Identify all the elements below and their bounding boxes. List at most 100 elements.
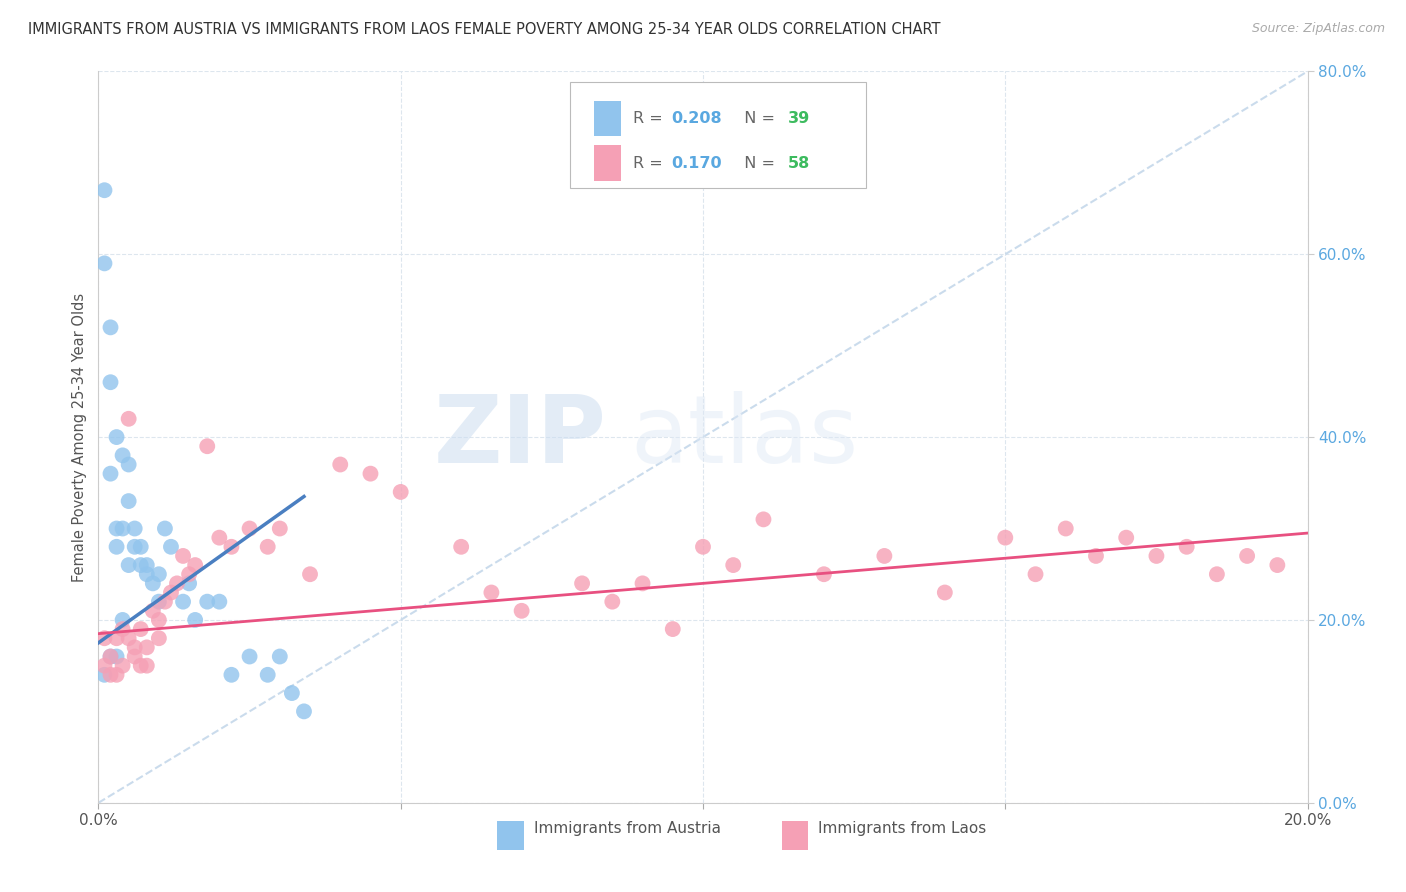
- Point: [723, 558, 745, 573]
- Point: [124, 640, 146, 655]
- Point: [179, 576, 201, 591]
- Point: [142, 576, 165, 591]
- Point: [124, 521, 146, 535]
- Point: [118, 412, 141, 426]
- Text: N =: N =: [734, 155, 780, 170]
- Text: 0.208: 0.208: [672, 112, 723, 126]
- Point: [142, 604, 165, 618]
- Point: [135, 567, 157, 582]
- Point: [269, 649, 291, 664]
- Text: 58: 58: [787, 155, 810, 170]
- Point: [631, 576, 654, 591]
- Point: [1267, 558, 1289, 573]
- Point: [105, 430, 128, 444]
- Point: [93, 667, 115, 681]
- Text: 39: 39: [787, 112, 810, 126]
- Point: [135, 558, 157, 573]
- Point: [752, 512, 775, 526]
- Point: [239, 649, 262, 664]
- Point: [239, 521, 262, 535]
- Point: [148, 594, 170, 608]
- Point: [450, 540, 472, 554]
- Point: [692, 540, 714, 554]
- Point: [1085, 549, 1108, 563]
- Point: [1144, 549, 1167, 563]
- Bar: [595, 145, 621, 180]
- Point: [269, 521, 291, 535]
- Point: [160, 585, 183, 599]
- Point: [166, 576, 188, 591]
- Point: [179, 567, 201, 582]
- Point: [129, 558, 152, 573]
- Point: [100, 467, 122, 481]
- Point: [661, 622, 683, 636]
- Point: [329, 458, 352, 472]
- Point: [1175, 540, 1198, 554]
- Point: [124, 540, 146, 554]
- Point: [148, 567, 170, 582]
- Point: [1024, 567, 1046, 582]
- Text: N =: N =: [734, 112, 780, 126]
- Point: [360, 467, 382, 481]
- Point: [93, 632, 115, 646]
- Point: [195, 594, 218, 608]
- Point: [111, 622, 134, 636]
- Point: [129, 622, 152, 636]
- Point: [118, 458, 141, 472]
- Point: [510, 604, 533, 618]
- Point: [118, 632, 141, 646]
- Point: [111, 658, 134, 673]
- Point: [292, 705, 315, 719]
- Point: [105, 667, 128, 681]
- Point: [208, 594, 231, 608]
- Text: R =: R =: [633, 112, 668, 126]
- Bar: [498, 821, 524, 850]
- Point: [111, 521, 134, 535]
- Point: [172, 594, 194, 608]
- Point: [129, 540, 152, 554]
- Point: [111, 613, 134, 627]
- Text: Immigrants from Laos: Immigrants from Laos: [818, 821, 986, 836]
- Point: [135, 640, 157, 655]
- Point: [153, 521, 176, 535]
- Point: [299, 567, 322, 582]
- Point: [1206, 567, 1229, 582]
- Point: [208, 531, 231, 545]
- Point: [256, 667, 278, 681]
- Y-axis label: Female Poverty Among 25-34 Year Olds: Female Poverty Among 25-34 Year Olds: [72, 293, 87, 582]
- Point: [184, 558, 207, 573]
- Text: ZIP: ZIP: [433, 391, 606, 483]
- Point: [100, 649, 122, 664]
- Text: Source: ZipAtlas.com: Source: ZipAtlas.com: [1251, 22, 1385, 36]
- Text: atlas: atlas: [630, 391, 859, 483]
- Point: [221, 667, 243, 681]
- Point: [195, 439, 218, 453]
- Point: [153, 594, 176, 608]
- Point: [111, 448, 134, 462]
- Point: [118, 558, 141, 573]
- Point: [93, 658, 115, 673]
- Point: [148, 632, 170, 646]
- Point: [100, 649, 122, 664]
- Point: [160, 540, 183, 554]
- Point: [129, 658, 152, 673]
- Point: [389, 485, 412, 500]
- Point: [105, 632, 128, 646]
- Point: [118, 494, 141, 508]
- Point: [873, 549, 896, 563]
- Point: [93, 183, 115, 197]
- Text: R =: R =: [633, 155, 668, 170]
- Point: [281, 686, 304, 700]
- Bar: [782, 821, 808, 850]
- Point: [100, 667, 122, 681]
- Point: [602, 594, 624, 608]
- Point: [481, 585, 503, 599]
- Point: [1236, 549, 1258, 563]
- Text: 0.170: 0.170: [672, 155, 723, 170]
- FancyBboxPatch shape: [569, 82, 866, 188]
- Point: [1054, 521, 1077, 535]
- Point: [100, 375, 122, 389]
- Point: [172, 549, 194, 563]
- Bar: [595, 101, 621, 136]
- Point: [1115, 531, 1137, 545]
